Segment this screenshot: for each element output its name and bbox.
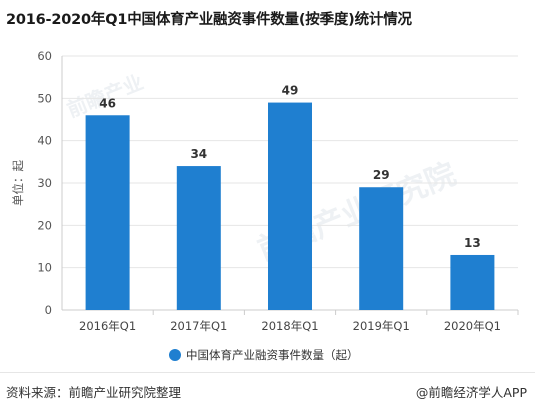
data-label: 29 xyxy=(373,168,390,182)
bar xyxy=(359,187,404,310)
x-tick-labels: 2016年Q1 2017年Q1 2018年Q1 2019年Q1 2020年Q1 xyxy=(79,319,501,333)
y-tick-label: 0 xyxy=(45,303,52,317)
x-tick-label: 2019年Q1 xyxy=(353,319,410,333)
bar xyxy=(176,166,221,310)
y-axis-title: 单位：起 xyxy=(11,160,25,206)
y-tick-label: 30 xyxy=(37,176,52,190)
y-tick-label: 40 xyxy=(37,134,52,148)
data-labels: 46 34 49 29 13 xyxy=(99,84,481,250)
x-tick-label: 2016年Q1 xyxy=(79,319,136,333)
x-tick-label: 2017年Q1 xyxy=(170,319,227,333)
chart-title: 2016-2020年Q1中国体育产业融资事件数量(按季度)统计情况 xyxy=(6,12,412,28)
data-label: 13 xyxy=(464,236,481,250)
footer: 资料来源：前瞻产业研究院整理 @前瞻经济学人APP xyxy=(0,372,535,411)
legend: 中国体育产业融资事件数量（起） xyxy=(169,348,359,362)
x-tick-label: 2020年Q1 xyxy=(444,319,501,333)
legend-marker xyxy=(169,349,181,361)
x-tick-label: 2018年Q1 xyxy=(261,319,318,333)
y-tick-labels: 0 10 20 30 40 50 60 xyxy=(37,49,52,317)
bar xyxy=(85,115,130,311)
bar xyxy=(450,254,495,310)
data-label: 34 xyxy=(190,147,207,161)
source-note: 资料来源：前瞻产业研究院整理 xyxy=(6,385,182,400)
y-tick-label: 20 xyxy=(37,218,52,232)
y-tick-label: 50 xyxy=(37,91,52,105)
legend-label: 中国体育产业融资事件数量（起） xyxy=(186,348,359,362)
y-tick-label: 60 xyxy=(37,49,52,63)
bar xyxy=(268,102,312,310)
bars xyxy=(85,102,495,311)
brand-credit: @前瞻经济学人APP xyxy=(415,385,527,400)
y-tick-label: 10 xyxy=(37,261,52,275)
data-label: 46 xyxy=(99,96,116,110)
data-label: 49 xyxy=(282,84,299,98)
